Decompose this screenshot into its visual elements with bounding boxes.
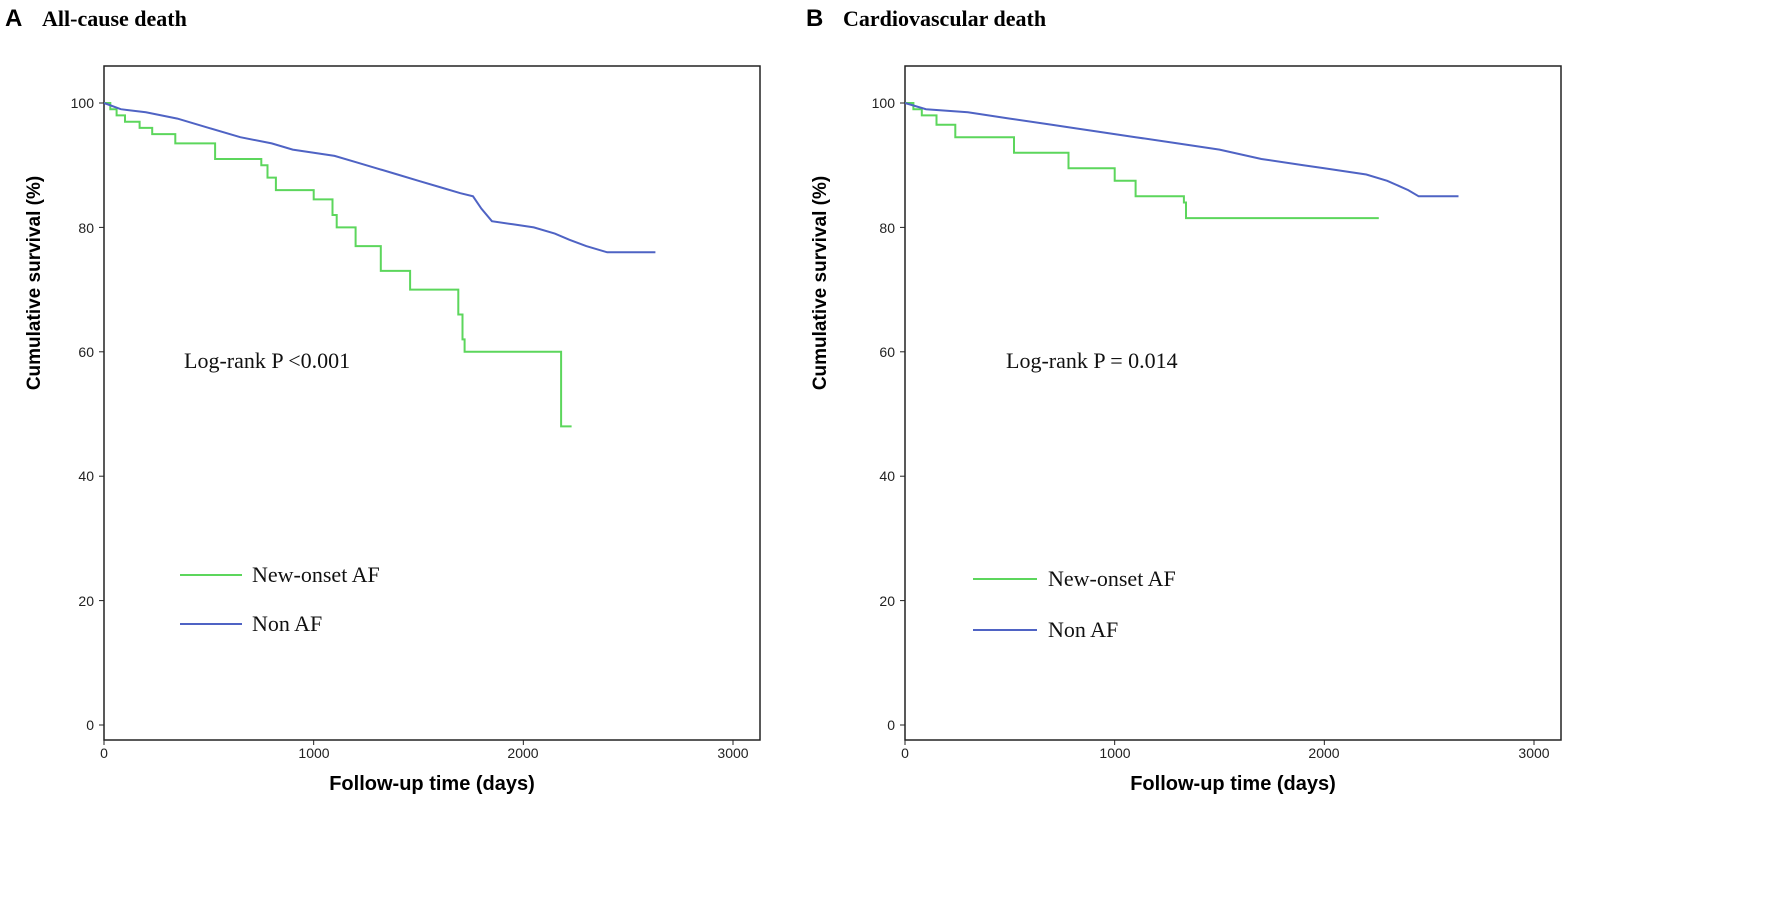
y-tick-label: 60 bbox=[879, 344, 895, 360]
panel-title-b: Cardiovascular death bbox=[843, 6, 1046, 31]
y-tick-label: 80 bbox=[78, 220, 94, 236]
plot-frame-a bbox=[103, 65, 761, 741]
panel-title-a: All-cause death bbox=[42, 6, 187, 31]
series-new-onset-af-b bbox=[905, 102, 1379, 220]
series-non-af-b bbox=[904, 102, 1459, 198]
x-tick-label: 2000 bbox=[1308, 745, 1339, 761]
panel-letter-b: B bbox=[806, 5, 823, 32]
x-tick-label: 2000 bbox=[507, 745, 538, 761]
x-tick-label: 3000 bbox=[717, 745, 748, 761]
y-tick-label: 100 bbox=[71, 95, 95, 111]
x-ticks-a: 0 1000 2000 3000 bbox=[100, 745, 749, 761]
panel-letter-a: A bbox=[5, 5, 22, 32]
tick-marks-b bbox=[900, 102, 1535, 745]
y-tick-label: 20 bbox=[879, 593, 895, 609]
y-axis-label-b: Cumulative survival (%) bbox=[810, 176, 831, 390]
panel-a: A All-cause death Cumulative survival (%… bbox=[5, 5, 761, 795]
y-tick-label: 0 bbox=[887, 717, 895, 733]
log-rank-annotation-a: Log-rank P <0.001 bbox=[184, 348, 350, 373]
tick-marks-a bbox=[99, 102, 734, 745]
legend-label-non-af-b: Non AF bbox=[1048, 617, 1118, 642]
y-tick-label: 60 bbox=[78, 344, 94, 360]
x-axis-label-a: Follow-up time (days) bbox=[329, 773, 535, 795]
legend-label-new-onset-a: New-onset AF bbox=[252, 562, 380, 587]
x-ticks-b: 0 1000 2000 3000 bbox=[901, 745, 1550, 761]
legend-b: New-onset AF Non AF bbox=[973, 566, 1176, 642]
x-tick-label: 0 bbox=[901, 745, 909, 761]
x-axis-label-b: Follow-up time (days) bbox=[1130, 773, 1336, 795]
plot-frame-b bbox=[904, 65, 1562, 741]
x-tick-label: 1000 bbox=[298, 745, 329, 761]
legend-a: New-onset AF Non AF bbox=[180, 562, 380, 636]
series-non-af-a bbox=[103, 102, 656, 254]
log-rank-annotation-b: Log-rank P = 0.014 bbox=[1006, 348, 1178, 373]
y-tick-label: 80 bbox=[879, 220, 895, 236]
y-tick-label: 100 bbox=[872, 95, 896, 111]
panel-b: B Cardiovascular death Cumulative surviv… bbox=[806, 5, 1562, 795]
y-ticks-a: 0 20 40 60 80 100 bbox=[71, 95, 95, 733]
y-axis-label-a: Cumulative survival (%) bbox=[24, 176, 45, 390]
series-group-a bbox=[103, 102, 656, 428]
y-tick-label: 40 bbox=[78, 468, 94, 484]
y-ticks-b: 0 20 40 60 80 100 bbox=[872, 95, 896, 733]
series-new-onset-af-a bbox=[104, 102, 572, 428]
x-tick-label: 0 bbox=[100, 745, 108, 761]
y-tick-label: 20 bbox=[78, 593, 94, 609]
y-tick-label: 0 bbox=[86, 717, 94, 733]
series-group-b bbox=[904, 102, 1459, 220]
legend-label-non-af-a: Non AF bbox=[252, 611, 322, 636]
x-tick-label: 3000 bbox=[1518, 745, 1549, 761]
y-tick-label: 40 bbox=[879, 468, 895, 484]
legend-label-new-onset-b: New-onset AF bbox=[1048, 566, 1176, 591]
x-tick-label: 1000 bbox=[1099, 745, 1130, 761]
